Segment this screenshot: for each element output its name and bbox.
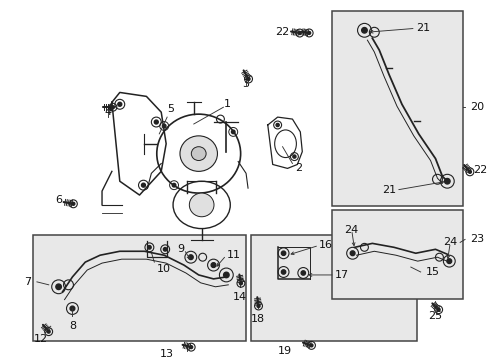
Text: 25: 25 [428, 311, 442, 321]
Circle shape [437, 308, 440, 311]
Text: 12: 12 [34, 334, 48, 344]
Circle shape [310, 344, 313, 347]
Circle shape [47, 330, 50, 333]
Circle shape [72, 202, 75, 205]
Circle shape [247, 77, 250, 80]
Circle shape [172, 183, 176, 187]
Circle shape [163, 248, 167, 251]
Text: 24: 24 [443, 237, 457, 247]
Circle shape [240, 282, 243, 285]
Text: 5: 5 [167, 104, 174, 114]
Text: 24: 24 [344, 225, 359, 235]
Text: 16: 16 [319, 240, 333, 250]
Circle shape [298, 32, 301, 35]
Text: 20: 20 [470, 102, 484, 112]
Circle shape [308, 31, 311, 35]
Text: 21: 21 [382, 185, 396, 195]
Circle shape [231, 130, 235, 134]
Circle shape [223, 272, 229, 278]
Text: 19: 19 [278, 346, 293, 356]
Ellipse shape [191, 147, 206, 161]
Circle shape [281, 270, 286, 274]
Text: 23: 23 [470, 234, 484, 244]
Circle shape [293, 155, 296, 158]
Circle shape [211, 263, 216, 267]
Circle shape [118, 102, 122, 106]
Text: 6: 6 [55, 195, 63, 205]
Circle shape [447, 259, 452, 264]
Text: 22: 22 [473, 165, 487, 175]
Circle shape [162, 124, 166, 128]
Bar [332, 10, 463, 206]
Text: 18: 18 [251, 314, 265, 324]
Circle shape [190, 346, 193, 348]
Bar [33, 235, 246, 341]
Circle shape [468, 170, 471, 173]
Text: 17: 17 [335, 270, 349, 280]
Text: 3: 3 [243, 80, 249, 90]
Circle shape [111, 106, 114, 109]
Circle shape [362, 27, 367, 33]
Text: 15: 15 [426, 267, 440, 277]
Bar [251, 235, 416, 341]
Ellipse shape [180, 136, 218, 171]
Circle shape [257, 305, 260, 307]
Text: 4: 4 [104, 107, 112, 117]
Text: 21: 21 [416, 23, 430, 33]
Circle shape [189, 255, 193, 260]
Circle shape [301, 271, 305, 275]
Bar [332, 210, 463, 299]
Text: 2: 2 [295, 163, 302, 174]
Circle shape [142, 183, 146, 187]
Text: 22: 22 [275, 27, 290, 37]
Circle shape [154, 120, 158, 124]
Circle shape [444, 179, 450, 184]
Circle shape [281, 251, 286, 255]
Text: 1: 1 [223, 99, 230, 109]
Ellipse shape [189, 193, 214, 217]
Text: 11: 11 [226, 250, 240, 260]
Circle shape [350, 251, 355, 256]
Text: 8: 8 [69, 321, 76, 331]
Text: 10: 10 [157, 264, 171, 274]
Circle shape [70, 306, 75, 311]
Text: 14: 14 [233, 292, 247, 302]
Text: 9: 9 [177, 244, 184, 254]
Text: 13: 13 [160, 349, 174, 359]
Circle shape [147, 246, 151, 249]
Text: 7: 7 [24, 277, 31, 287]
Circle shape [276, 123, 279, 127]
Circle shape [56, 284, 61, 289]
